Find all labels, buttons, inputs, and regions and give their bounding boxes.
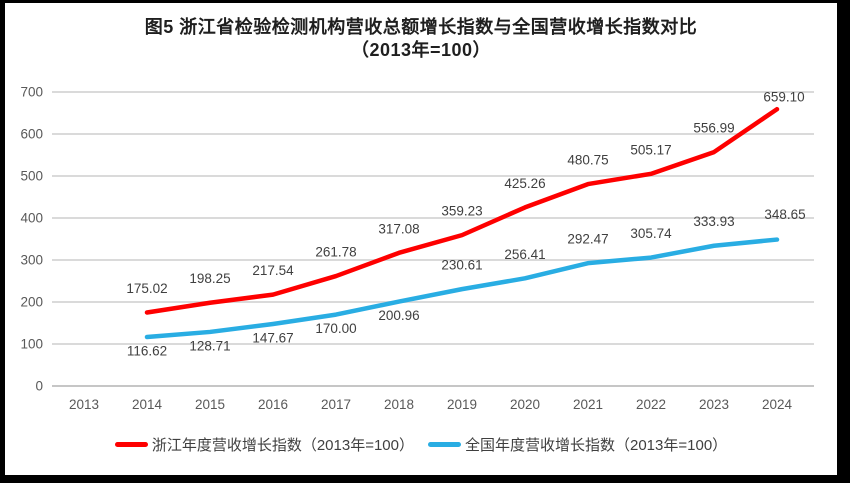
- legend-label-national: 全国年度营收增长指数（2013年=100）: [465, 436, 728, 454]
- x-axis-label-2020: 2020: [510, 397, 540, 412]
- x-axis-label-2019: 2019: [447, 397, 477, 412]
- data-label-zhejiang-2015: 198.25: [189, 271, 230, 286]
- data-label-national-2020: 256.41: [504, 247, 545, 262]
- data-label-zhejiang-2017: 261.78: [315, 245, 356, 260]
- y-axis-label-0: 0: [35, 379, 43, 394]
- legend-label-zhejiang: 浙江年度营收增长指数（2013年=100）: [151, 436, 414, 454]
- data-label-zhejiang-2016: 217.54: [252, 263, 294, 278]
- y-axis-label-100: 100: [20, 337, 43, 352]
- data-label-national-2021: 292.47: [567, 232, 608, 247]
- zhejiang-series-line: [144, 106, 780, 315]
- chart-title-line2: （2013年=100）: [350, 40, 492, 60]
- y-axis-label-600: 600: [20, 127, 43, 142]
- data-label-national-2022: 305.74: [630, 226, 672, 241]
- data-label-national-2019: 230.61: [441, 258, 482, 273]
- data-label-national-2017: 170.00: [315, 321, 356, 336]
- data-label-national-2023: 333.93: [693, 214, 734, 229]
- y-axis-label-300: 300: [20, 253, 43, 268]
- y-axis-label-700: 700: [20, 85, 43, 100]
- x-axis-label-2024: 2024: [762, 397, 793, 412]
- data-label-zhejiang-2023: 556.99: [693, 121, 734, 136]
- data-label-zhejiang-2021: 480.75: [567, 153, 608, 168]
- chart-title: 图5 浙江省检验检测机构营收总额增长指数与全国营收增长指数对比 （2013年=1…: [5, 16, 837, 62]
- legend-marker-zhejiang-line: [114, 441, 148, 447]
- chart-title-line1: 图5 浙江省检验检测机构营收总额增长指数与全国营收增长指数对比: [144, 17, 698, 37]
- data-label-national-2024: 348.65: [764, 207, 805, 222]
- x-axis-label-2017: 2017: [321, 397, 351, 412]
- data-label-zhejiang-2019: 359.23: [441, 204, 482, 219]
- data-label-national-2014: 116.62: [127, 344, 167, 359]
- data-label-zhejiang-2024: 659.10: [763, 90, 804, 105]
- y-axis-label-500: 500: [20, 169, 43, 184]
- x-axis-label-2016: 2016: [258, 397, 288, 412]
- x-axis-label-2014: 2014: [132, 397, 163, 412]
- x-axis-label-2022: 2022: [636, 397, 666, 412]
- national-series-line: [144, 237, 780, 340]
- chart-canvas: 0 100 200 300 400 500 600 700 2013 2014 2015 2016 20…: [5, 3, 837, 475]
- y-axis-label-200: 200: [20, 295, 43, 310]
- data-label-zhejiang-2022: 505.17: [630, 142, 671, 157]
- x-axis-label-2023: 2023: [699, 397, 729, 412]
- revenue-index-line-chart: 0 100 200 300 400 500 600 700 2013 2014 2015 2016 20…: [20, 85, 814, 412]
- data-label-national-2016: 147.67: [252, 330, 293, 345]
- data-label-national-2015: 128.71: [189, 338, 230, 353]
- data-label-zhejiang-2018: 317.08: [378, 221, 419, 236]
- chart-legend: 浙江年度营收增长指数（2013年=100） 全国年度营收增长指数（2013年=1…: [5, 433, 837, 455]
- y-axis-label-400: 400: [20, 211, 43, 226]
- data-label-zhejiang-2014: 175.02: [126, 281, 167, 296]
- data-label-national-2018: 200.96: [378, 308, 419, 323]
- x-axis-label-2013: 2013: [69, 397, 99, 412]
- x-axis-label-2021: 2021: [573, 397, 603, 412]
- legend-item-zhejiang: 浙江年度营收增长指数（2013年=100）: [114, 434, 414, 455]
- legend-marker-national-line: [428, 441, 461, 447]
- data-label-zhejiang-2020: 425.26: [504, 176, 545, 191]
- legend-item-national: 全国年度营收增长指数（2013年=100）: [428, 434, 727, 455]
- x-axis-label-2018: 2018: [384, 397, 414, 412]
- x-axis-label-2015: 2015: [195, 397, 225, 412]
